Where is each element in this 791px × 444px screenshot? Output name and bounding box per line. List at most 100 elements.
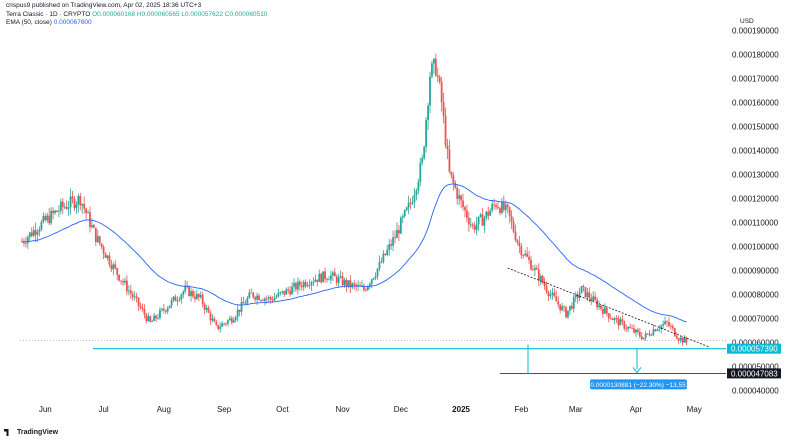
- candle-body: [295, 283, 297, 290]
- candle-body: [110, 264, 113, 270]
- candle-body: [625, 328, 628, 330]
- candle-body: [405, 207, 408, 211]
- candle-body: [627, 326, 630, 329]
- candle-body: [190, 291, 192, 297]
- candle-body: [568, 305, 571, 311]
- candle-body: [341, 276, 344, 286]
- candle-body: [343, 279, 346, 286]
- candle-body: [535, 267, 538, 270]
- candle-body: [83, 204, 86, 209]
- candle-body: [310, 282, 313, 286]
- candle-body: [318, 273, 321, 282]
- candle-body: [221, 323, 224, 327]
- y-tick-label: 0.000040000: [732, 386, 779, 395]
- candle-body: [413, 195, 416, 203]
- candle-body: [543, 282, 546, 287]
- candle-body: [508, 207, 511, 217]
- candle-body: [184, 285, 187, 292]
- candle-body: [242, 301, 245, 304]
- candle-body: [262, 300, 264, 301]
- candle-body: [56, 210, 58, 212]
- candle-body: [633, 328, 635, 333]
- candle-body: [656, 329, 659, 332]
- candle-body: [415, 190, 418, 196]
- candle-body: [199, 294, 202, 298]
- candle-body: [281, 290, 284, 293]
- candle-body: [96, 236, 99, 243]
- candle-body: [596, 299, 598, 308]
- candle-body: [172, 296, 175, 300]
- candle-body: [238, 309, 241, 312]
- candle-body: [679, 337, 682, 341]
- candle-body: [345, 279, 348, 287]
- candle-body: [223, 323, 225, 325]
- candle-body: [617, 318, 620, 326]
- candle-body: [607, 313, 610, 319]
- candle-body: [549, 294, 552, 297]
- candle-body: [91, 225, 93, 227]
- candle-body: [102, 247, 105, 254]
- candle-body: [434, 58, 437, 76]
- candle-body: [553, 292, 556, 297]
- candle-body: [145, 314, 148, 321]
- y-tick-label: 0.000050000: [732, 362, 779, 371]
- candle-body: [48, 215, 51, 224]
- candle-body: [469, 224, 472, 226]
- candle-body: [75, 204, 78, 209]
- candle-body: [512, 221, 515, 232]
- candle-body: [157, 317, 159, 319]
- candle-body: [166, 308, 169, 312]
- candle-body: [514, 231, 517, 241]
- candle-body: [52, 210, 54, 213]
- candle-body: [71, 196, 74, 199]
- candle-body: [38, 229, 41, 233]
- candle-body: [572, 297, 575, 309]
- candle-body: [489, 210, 492, 216]
- candle-body: [534, 267, 536, 271]
- x-tick-label: Jul: [98, 405, 108, 414]
- candle-body: [499, 208, 501, 214]
- tradingview-logo[interactable]: TradingView: [4, 429, 58, 436]
- candle-body: [477, 216, 480, 225]
- candle-body: [582, 286, 585, 288]
- candle-body: [316, 279, 319, 282]
- candle-body: [636, 329, 639, 332]
- candle-body: [63, 206, 66, 208]
- candle-body: [483, 218, 486, 226]
- candle-body: [347, 280, 350, 287]
- candle-body: [312, 281, 315, 283]
- ema-value: 0.000067600: [53, 19, 92, 26]
- candle-body: [135, 296, 138, 298]
- candle-body: [609, 318, 612, 319]
- x-tick-label: Dec: [394, 405, 408, 414]
- candle-body: [234, 317, 237, 321]
- ema-label: EMA (50, close): [6, 19, 52, 26]
- candle-body: [124, 280, 126, 283]
- candle-body: [176, 300, 179, 302]
- candle-body: [129, 290, 132, 294]
- y-tick-label: 0.000080000: [732, 290, 779, 299]
- candle-body: [683, 338, 686, 343]
- candle-body: [58, 210, 60, 212]
- candle-body: [530, 259, 532, 270]
- candle-body: [528, 256, 530, 260]
- candle-body: [458, 195, 461, 199]
- candle-body: [92, 225, 95, 228]
- candle-body: [46, 215, 49, 221]
- candle-body: [580, 286, 583, 294]
- symbol-name: Terra Classic · 1D · CRYPTO: [6, 11, 91, 18]
- candle-body: [431, 63, 433, 77]
- candle-body: [361, 286, 363, 287]
- candle-body: [147, 316, 150, 321]
- trend-line[interactable]: [507, 267, 710, 348]
- candle-body: [495, 204, 497, 207]
- candle-body: [506, 204, 509, 208]
- x-tick-label: Nov: [335, 405, 349, 414]
- candle-body: [120, 280, 122, 282]
- candle-body: [168, 305, 171, 309]
- candle-body: [328, 279, 330, 281]
- candle-body: [112, 264, 115, 270]
- candle-body: [209, 312, 212, 321]
- candle-body: [269, 297, 272, 300]
